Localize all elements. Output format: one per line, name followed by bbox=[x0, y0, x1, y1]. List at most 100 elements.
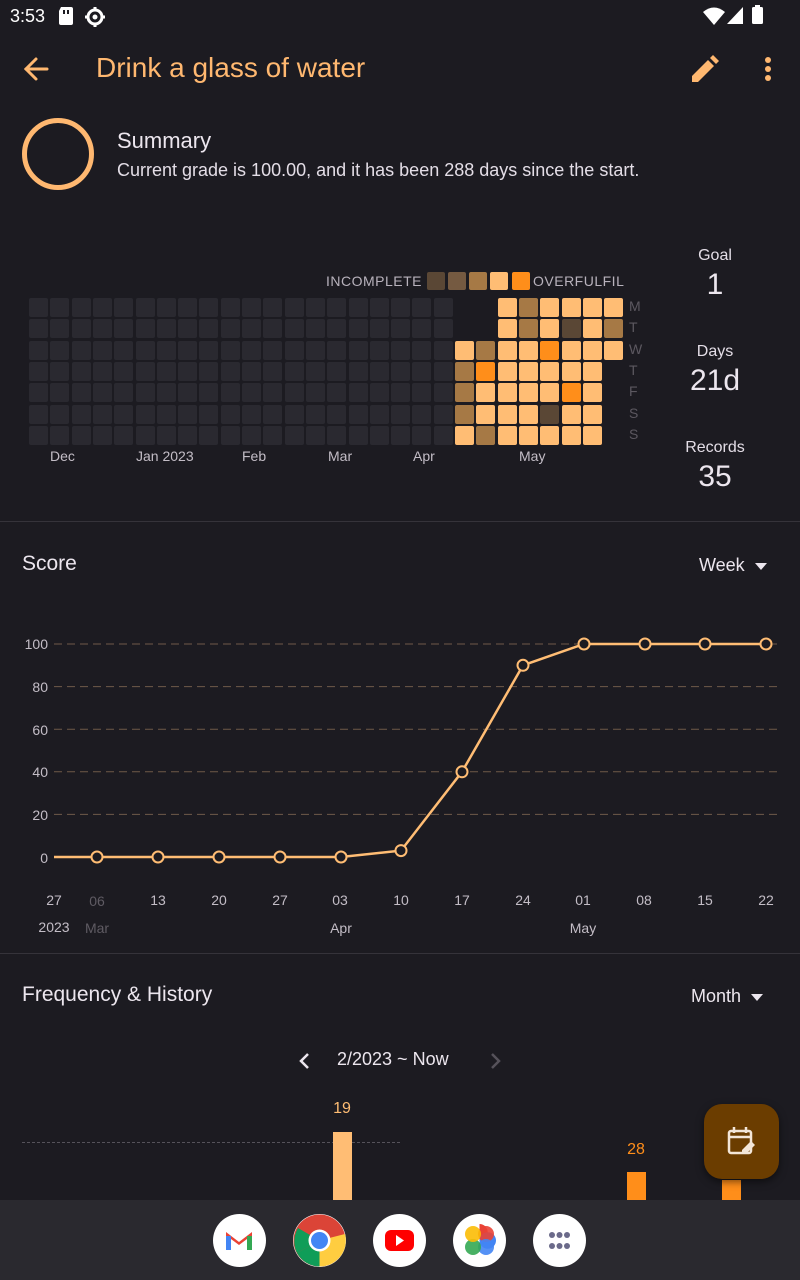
heatmap-cell bbox=[562, 341, 581, 360]
month-label: Apr bbox=[413, 448, 435, 464]
heatmap-cell bbox=[285, 383, 304, 402]
heatmap-cell bbox=[136, 298, 155, 317]
heatmap-cell bbox=[199, 298, 218, 317]
heatmap-cell bbox=[540, 426, 559, 445]
previous-range-button[interactable] bbox=[293, 1048, 317, 1074]
month-label: Feb bbox=[242, 448, 267, 464]
heatmap-cell bbox=[29, 405, 48, 424]
apps-grid-icon bbox=[549, 1232, 570, 1249]
x-tick-label: 06 bbox=[89, 893, 105, 909]
heatmap-cell bbox=[50, 426, 69, 445]
heatmap-cell bbox=[391, 405, 410, 424]
heatmap-cell bbox=[562, 405, 581, 424]
heatmap-cell bbox=[242, 405, 261, 424]
x-tick-label: 13 bbox=[150, 892, 166, 908]
heatmap-cell bbox=[583, 341, 602, 360]
heatmap-cell bbox=[114, 341, 133, 360]
heatmap-cell bbox=[391, 341, 410, 360]
heatmap-cell bbox=[50, 298, 69, 317]
heatmap-cell bbox=[72, 426, 91, 445]
days-label: Days bbox=[696, 343, 734, 360]
pencil-icon bbox=[692, 55, 719, 82]
heatmap-cell bbox=[498, 362, 517, 381]
heatmap-cell bbox=[72, 298, 91, 317]
heatmap-cell bbox=[519, 319, 538, 338]
bar-value-label: 28 bbox=[627, 1141, 645, 1158]
heatmap-cell bbox=[178, 298, 197, 317]
heatmap-cell bbox=[434, 383, 453, 402]
heatmap-cell bbox=[327, 405, 346, 424]
app-drawer-button[interactable] bbox=[533, 1214, 586, 1267]
heatmap-cell bbox=[540, 383, 559, 402]
back-button[interactable] bbox=[18, 52, 58, 88]
x-tick-label: 01 bbox=[575, 892, 591, 908]
divider bbox=[0, 521, 800, 522]
heatmap-cell bbox=[157, 426, 176, 445]
heatmap-cell bbox=[263, 383, 282, 402]
heatmap-cell bbox=[50, 383, 69, 402]
heatmap-cell bbox=[583, 298, 602, 317]
heatmap-cell bbox=[540, 362, 559, 381]
heatmap-cell bbox=[72, 341, 91, 360]
x-sub-label: May bbox=[569, 920, 597, 936]
heatmap-cell bbox=[306, 319, 325, 338]
next-range-button[interactable] bbox=[483, 1048, 507, 1074]
heatmap-cell bbox=[93, 383, 112, 402]
heatmap-cell bbox=[327, 426, 346, 445]
arrow-back-icon bbox=[23, 57, 49, 81]
score-period-dropdown[interactable]: Week bbox=[699, 555, 767, 576]
legend-incomplete-label: INCOMPLETE bbox=[326, 273, 423, 289]
more-options-button[interactable] bbox=[752, 52, 784, 88]
edit-button[interactable] bbox=[686, 52, 722, 88]
heatmap-cell bbox=[412, 319, 431, 338]
day-label: S bbox=[629, 405, 639, 421]
heatmap-cell bbox=[412, 426, 431, 445]
record-fab-button[interactable] bbox=[704, 1104, 779, 1179]
legend-overfulfil-label: OVERFULFIL bbox=[533, 273, 625, 289]
heatmap-cell bbox=[476, 341, 495, 360]
heatmap-cell bbox=[93, 405, 112, 424]
heatmap-cell bbox=[242, 319, 261, 338]
score-point bbox=[577, 637, 591, 651]
heatmap-cell bbox=[412, 383, 431, 402]
status-time: 3:53 bbox=[10, 6, 46, 26]
heatmap-cell bbox=[498, 383, 517, 402]
heatmap-cell bbox=[136, 383, 155, 402]
heatmap-cell bbox=[540, 298, 559, 317]
status-bar: 3:53 bbox=[0, 0, 800, 34]
goal-label: Goal bbox=[698, 247, 732, 264]
heatmap-cell bbox=[562, 383, 581, 402]
youtube-app-icon[interactable] bbox=[373, 1214, 426, 1267]
heatmap-cell bbox=[327, 383, 346, 402]
wifi-icon bbox=[703, 7, 725, 25]
x-sub-label: Apr bbox=[330, 920, 352, 936]
heatmap-cell bbox=[583, 405, 602, 424]
score-point bbox=[334, 850, 348, 864]
score-point bbox=[759, 637, 773, 651]
heatmap-cell bbox=[391, 383, 410, 402]
heatmap-cell bbox=[29, 319, 48, 338]
heatmap-cell bbox=[604, 298, 623, 317]
heatmap-cell bbox=[221, 383, 240, 402]
heatmap-cell bbox=[114, 405, 133, 424]
chrome-app-icon[interactable] bbox=[293, 1214, 346, 1267]
heatmap-cell bbox=[327, 319, 346, 338]
heatmap-cell bbox=[540, 341, 559, 360]
heatmap-cell bbox=[29, 298, 48, 317]
heatmap-cell bbox=[157, 383, 176, 402]
legend-swatch bbox=[448, 272, 466, 290]
frequency-period-dropdown[interactable]: Month bbox=[691, 986, 764, 1007]
y-tick-label: 20 bbox=[32, 807, 48, 823]
gmail-app-icon[interactable] bbox=[213, 1214, 266, 1267]
x-tick-label: 20 bbox=[211, 892, 227, 908]
photos-app-icon[interactable] bbox=[453, 1214, 506, 1267]
heatmap-cell bbox=[199, 341, 218, 360]
heatmap-cell bbox=[221, 319, 240, 338]
month-label: May bbox=[519, 448, 546, 464]
heatmap-cell bbox=[285, 341, 304, 360]
heatmap-cell bbox=[263, 319, 282, 338]
heatmap-cell bbox=[199, 362, 218, 381]
heatmap-cell bbox=[412, 341, 431, 360]
score-point bbox=[394, 844, 408, 858]
dropdown-arrow-icon bbox=[751, 993, 764, 1001]
